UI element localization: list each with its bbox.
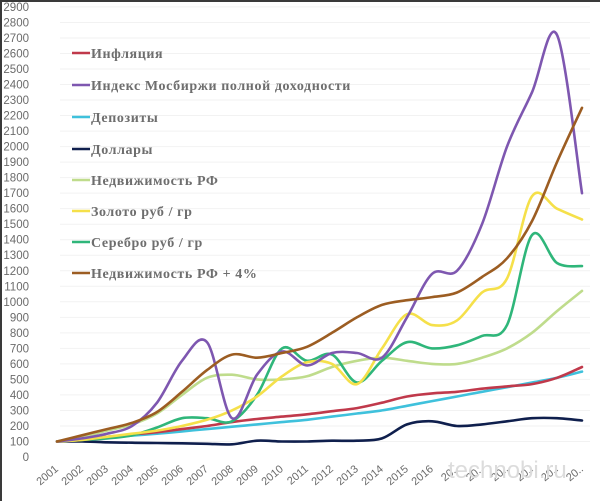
y-tick-label: 800 (10, 328, 29, 340)
y-tick-label: 2700 (3, 33, 29, 45)
y-tick-label: 2400 (3, 80, 29, 92)
legend-item: Недвижимость РФ + 4% (72, 267, 258, 282)
series-line-4 (55, 289, 584, 443)
x-tick-label: 2003 (84, 463, 110, 488)
y-tick-label: 2800 (3, 17, 29, 29)
y-tick-label: 700 (10, 343, 29, 355)
x-tick-label: 2007 (184, 463, 210, 488)
y-tick-label: 100 (10, 436, 29, 448)
y-tick-label: 2900 (3, 2, 29, 14)
y-tick-label: 2000 (3, 142, 29, 154)
gridlines (60, 6, 590, 442)
y-tick-label: 1500 (3, 219, 29, 231)
y-tick-label: 1800 (3, 173, 29, 185)
legend-label: Серебро руб / гр (91, 236, 203, 251)
x-tick-label: 2010 (259, 463, 285, 488)
y-tick-label: 1600 (3, 204, 29, 216)
legend-label: Индекс Мосбиржи полной доходности (91, 79, 351, 94)
series-lines (55, 30, 584, 446)
x-tick-label: 2001 (34, 463, 60, 488)
legend-item: Индекс Мосбиржи полной доходности (72, 79, 351, 94)
y-tick-label: 1300 (3, 250, 29, 262)
y-tick-label: 2100 (3, 126, 29, 138)
y-tick-label: 400 (10, 390, 29, 402)
legend-label: Инфляция (91, 47, 163, 62)
legend-item: Инфляция (72, 47, 163, 62)
x-tick-label: 2009 (234, 463, 260, 488)
y-tick-label: 1900 (3, 157, 29, 169)
y-tick-label: 2300 (3, 95, 29, 107)
y-tick-label: 1000 (3, 297, 29, 309)
legend-label: Недвижимость РФ + 4% (91, 267, 258, 282)
legend-item: Золото руб / гр (72, 205, 193, 220)
legend-label: Недвижимость РФ (91, 174, 219, 189)
x-tick-label: 2012 (309, 463, 335, 488)
x-tick-label: 2016 (409, 463, 435, 488)
legend-item: Серебро руб / гр (72, 236, 203, 251)
y-tick-label: 1400 (3, 235, 29, 247)
series-line-7 (55, 106, 584, 443)
y-tick-label: 200 (10, 421, 29, 433)
x-tick-label: 20.. (564, 463, 586, 484)
y-tick-label: 2200 (3, 111, 29, 123)
x-tick-label: 2011 (285, 463, 311, 487)
y-tick-label: 1100 (4, 281, 29, 293)
y-tick-label: 0 (23, 452, 29, 464)
y-tick-label: 600 (10, 359, 29, 371)
x-tick-label: 2015 (384, 463, 410, 488)
x-tick-label: 2006 (159, 463, 185, 488)
legend-item: Депозиты (72, 111, 158, 126)
series-line-1 (55, 30, 584, 443)
series-line-3 (55, 416, 584, 446)
y-tick-label: 2500 (3, 64, 29, 76)
y-tick-label: 300 (10, 405, 29, 417)
x-tick-label: 2002 (59, 463, 85, 488)
x-tick-label: 2008 (209, 463, 235, 488)
watermark: technobi.ru (448, 457, 567, 484)
x-tick-label: 2005 (134, 463, 160, 488)
legend-item: Доллары (72, 143, 153, 158)
series-line-0 (55, 365, 584, 443)
y-axis: 0 100 200 300 400 500 600 700 800 900 1000 1100 1200… (3, 2, 29, 464)
legend-label: Депозиты (91, 111, 158, 126)
x-tick-label: 2004 (109, 463, 135, 488)
series-line-5 (55, 191, 584, 443)
legend-label: Доллары (91, 143, 153, 158)
y-tick-label: 500 (10, 374, 29, 386)
series-line-2 (55, 370, 584, 443)
legend-label: Золото руб / гр (91, 205, 193, 220)
x-tick-label: 2013 (334, 463, 360, 488)
y-tick-label: 2600 (3, 48, 29, 60)
legend-item: Недвижимость РФ (72, 174, 219, 189)
y-tick-label: 900 (10, 312, 29, 324)
x-tick-label: 2014 (359, 463, 385, 488)
legend: Инфляция Индекс Мосбиржи полной доходност… (72, 47, 351, 282)
y-tick-label: 1200 (3, 266, 29, 278)
y-tick-label: 1700 (3, 188, 29, 200)
